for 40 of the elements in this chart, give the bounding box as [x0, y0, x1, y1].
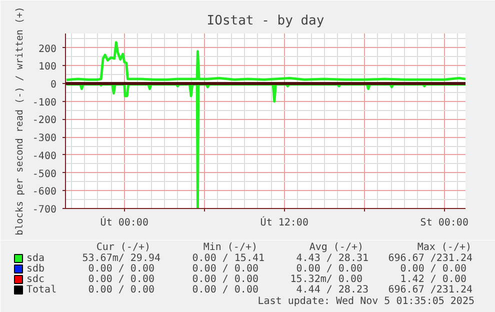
text: 0.00 / 0.00	[192, 264, 258, 274]
text: 0.00 / 0.00	[88, 284, 154, 296]
y-tick-label: -700	[32, 204, 57, 216]
y-tick-label: 0	[50, 80, 57, 90]
text: Min (-/+)	[203, 242, 258, 253]
text: 53.67m/ 29.94	[82, 253, 161, 264]
y-tick-label: -500	[32, 168, 57, 180]
legend-label: sda	[26, 253, 45, 264]
x-tick-label: Út 00:00	[100, 216, 148, 228]
text: Max (-/+)	[417, 242, 472, 253]
y-tick-label: 100	[38, 62, 56, 73]
text: 696.67 /231.24	[388, 253, 473, 264]
legend-label: sdc	[26, 274, 45, 285]
text: 0.00 / 0.00	[192, 284, 258, 296]
x-tick-label: Út 12:00	[260, 216, 308, 228]
y-tick-label: -300	[32, 133, 57, 144]
y-axis-title: blocks per second read (-) / written (+)	[14, 6, 26, 236]
text: 0.00 / 0.00	[296, 264, 362, 274]
y-tick-label: -100	[32, 97, 57, 108]
text: 4.44 / 28.23	[296, 284, 369, 296]
text: Last update: Wed Nov 5 01:35:05 2025	[258, 296, 474, 307]
y-tick-label: 200	[38, 44, 56, 55]
text: 0.00 / 0.00	[88, 274, 154, 285]
text: 1.42 / 0.00	[400, 274, 466, 285]
chart-title: IOstat - by day	[206, 14, 324, 28]
legend-label: Total	[26, 284, 57, 296]
text: 4.43 / 28.31	[296, 253, 369, 264]
y-tick-label: -200	[32, 115, 57, 126]
text: 0.00 / 0.00	[400, 264, 466, 274]
legend-label: sdb	[26, 264, 45, 274]
x-tick-label: St 00:00	[420, 218, 468, 228]
y-tick-label: -600	[32, 186, 57, 198]
y-tick-label: -400	[32, 150, 57, 162]
text: 0.00 / 0.00	[192, 274, 258, 285]
text: 0.00 / 15.41	[192, 253, 265, 264]
text: 0.00 / 0.00	[88, 264, 154, 274]
text: 696.67 /231.24	[388, 284, 473, 296]
text: 15.32m/ 0.00	[290, 274, 362, 285]
text: Cur (-/+)	[96, 242, 151, 253]
text: Avg (-/+)	[309, 242, 364, 253]
